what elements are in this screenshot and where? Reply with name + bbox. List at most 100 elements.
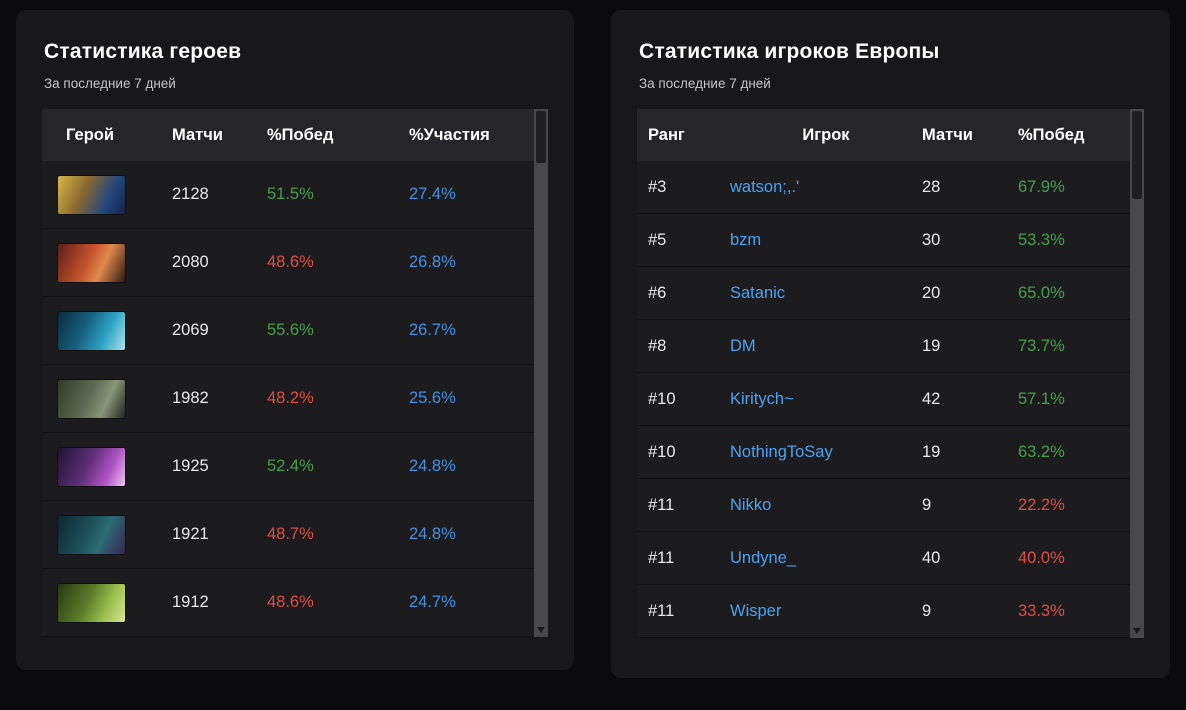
players-panel-title: Статистика игроков Европы [639, 40, 940, 63]
matches-value: 40 [922, 548, 941, 567]
player-name-link[interactable]: Nikko [730, 495, 772, 514]
column-header-player: Игрок [802, 125, 850, 144]
table-row: #3 watson;,.' 28 67.9% [637, 161, 1144, 214]
table-row: #6 Satanic 20 65.0% [637, 267, 1144, 320]
hero-cell [42, 583, 172, 622]
player-name-link[interactable]: watson;,.' [730, 177, 800, 196]
heroes-scrollbar[interactable] [534, 109, 548, 637]
hero-cell [42, 243, 172, 282]
table-row: #11 Nikko 9 22.2% [637, 479, 1144, 532]
column-header-winrate: %Побед [267, 125, 334, 144]
column-header-winrate: %Побед [1018, 125, 1085, 144]
rank-value: #10 [648, 442, 676, 461]
pickrate-value: 24.8% [409, 525, 456, 543]
player-name-link[interactable]: Undyne_ [730, 548, 797, 567]
winrate-value: 65.0% [1018, 283, 1065, 302]
table-row: #10 Kiritych~ 42 57.1% [637, 373, 1144, 426]
rank-value: #10 [648, 389, 676, 408]
column-header-pickrate: %Участия [409, 125, 490, 144]
matches-value: 9 [922, 601, 932, 620]
pickrate-value: 26.8% [409, 253, 456, 271]
winrate-value: 52.4% [267, 457, 314, 475]
heroes-table-body: 2128 51.5% 27.4% 2080 48.6% 26.8% [42, 161, 548, 637]
column-header-rank: Ранг [648, 125, 685, 144]
winrate-value: 63.2% [1018, 442, 1065, 461]
heroes-panel-title: Статистика героев [44, 40, 242, 63]
matches-value: 1982 [172, 389, 209, 407]
player-name-link[interactable]: DM [730, 336, 756, 355]
hero-cell [42, 379, 172, 418]
matches-value: 9 [922, 495, 932, 514]
matches-value: 1921 [172, 525, 209, 543]
heroes-table-header: Герой Матчи %Побед %Участия [42, 109, 548, 161]
hero-cell [42, 447, 172, 486]
pickrate-value: 24.7% [409, 593, 456, 611]
winrate-value: 33.3% [1018, 601, 1065, 620]
heroes-panel-subtitle: За последние 7 дней [44, 76, 176, 91]
matches-value: 19 [922, 336, 941, 355]
winrate-value: 22.2% [1018, 495, 1065, 514]
hero-portrait-icon[interactable] [58, 379, 125, 418]
rank-value: #11 [648, 495, 675, 514]
players-table-header: Ранг Игрок Матчи %Побед [637, 109, 1144, 161]
table-row: 1912 48.6% 24.7% [42, 569, 548, 637]
hero-portrait-icon[interactable] [58, 583, 125, 622]
player-name-link[interactable]: bzm [730, 230, 762, 249]
hero-portrait-icon[interactable] [58, 175, 125, 214]
table-row: 1921 48.7% 24.8% [42, 501, 548, 569]
rank-value: #11 [648, 548, 675, 567]
hero-cell [42, 515, 172, 554]
winrate-value: 57.1% [1018, 389, 1065, 408]
winrate-value: 48.7% [267, 525, 314, 543]
matches-value: 1912 [172, 593, 209, 611]
player-name-link[interactable]: NothingToSay [730, 442, 833, 461]
column-header-hero: Герой [66, 125, 114, 144]
hero-portrait-icon[interactable] [58, 515, 125, 554]
winrate-value: 40.0% [1018, 548, 1065, 567]
matches-value: 20 [922, 283, 941, 302]
matches-value: 42 [922, 389, 941, 408]
players-scrollbar[interactable] [1130, 109, 1144, 638]
page: Статистика героев За последние 7 дней Ге… [16, 10, 1170, 678]
hero-cell [42, 311, 172, 350]
pickrate-value: 24.8% [409, 457, 456, 475]
winrate-value: 53.3% [1018, 230, 1065, 249]
winrate-value: 73.7% [1018, 336, 1065, 355]
players-panel-subtitle: За последние 7 дней [639, 76, 771, 91]
rank-value: #8 [648, 336, 667, 355]
rank-value: #11 [648, 601, 675, 620]
scrollbar-thumb[interactable] [536, 111, 546, 163]
matches-value: 19 [922, 442, 941, 461]
scrollbar-thumb[interactable] [1132, 111, 1142, 199]
scroll-down-icon[interactable] [537, 627, 545, 633]
matches-value: 28 [922, 177, 941, 196]
pickrate-value: 25.6% [409, 389, 456, 407]
hero-portrait-icon[interactable] [58, 243, 125, 282]
rank-value: #3 [648, 177, 667, 196]
matches-value: 2128 [172, 185, 209, 203]
matches-value: 2080 [172, 253, 209, 271]
rank-value: #5 [648, 230, 667, 249]
heroes-panel: Статистика героев За последние 7 дней Ге… [16, 10, 574, 670]
table-row: 1982 48.2% 25.6% [42, 365, 548, 433]
table-row: #8 DM 19 73.7% [637, 320, 1144, 373]
player-name-link[interactable]: Satanic [730, 283, 786, 302]
winrate-value: 48.6% [267, 253, 314, 271]
players-table-body: #3 watson;,.' 28 67.9% #5 bzm 30 53.3% [637, 161, 1144, 638]
column-header-matches: Матчи [922, 125, 973, 144]
matches-value: 2069 [172, 321, 209, 339]
heroes-table: Герой Матчи %Побед %Участия 2128 51.5% [42, 109, 548, 637]
winrate-value: 67.9% [1018, 177, 1065, 196]
hero-portrait-icon[interactable] [58, 447, 125, 486]
matches-value: 30 [922, 230, 941, 249]
winrate-value: 51.5% [267, 185, 314, 203]
player-name-link[interactable]: Wisper [730, 601, 782, 620]
matches-value: 1925 [172, 457, 209, 475]
player-name-link[interactable]: Kiritych~ [730, 389, 794, 408]
scroll-down-icon[interactable] [1133, 628, 1141, 634]
hero-cell [42, 175, 172, 214]
hero-portrait-icon[interactable] [58, 311, 125, 350]
winrate-value: 55.6% [267, 321, 314, 339]
table-row: #11 Wisper 9 33.3% [637, 585, 1144, 638]
rank-value: #6 [648, 283, 667, 302]
